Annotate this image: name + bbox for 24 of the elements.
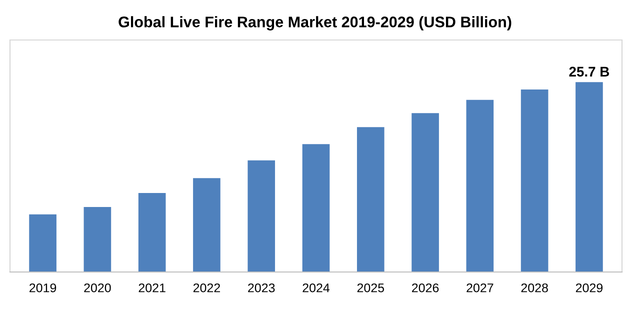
- x-tick-label: 2029: [576, 283, 603, 292]
- bar: [248, 160, 276, 272]
- bar: [29, 214, 56, 272]
- chart-title: Global Live Fire Range Market 2019-2029 (USD Billion): [118, 16, 512, 30]
- x-tick-label: 2026: [412, 283, 439, 292]
- bar: [84, 206, 112, 272]
- bar: [520, 90, 548, 272]
- x-tick-label: 2019: [30, 283, 56, 292]
- bar: [356, 127, 384, 272]
- x-tick-label: 2025: [357, 283, 384, 292]
- x-tick-label: 2022: [193, 283, 220, 292]
- x-tick-label: 2028: [521, 283, 548, 292]
- bar: [412, 113, 439, 272]
- bar: [302, 144, 330, 272]
- x-tick-label: 2021: [138, 283, 166, 292]
- x-tick-label: 2024: [302, 283, 330, 292]
- x-tick-label: 2020: [84, 283, 111, 292]
- bar: [576, 82, 603, 272]
- data-label: 25.7 B: [569, 66, 610, 77]
- x-tick-label: 2023: [248, 283, 275, 292]
- bar: [138, 192, 166, 272]
- bar: [193, 178, 220, 272]
- x-tick-label: 2027: [466, 283, 494, 292]
- bar: [466, 100, 494, 272]
